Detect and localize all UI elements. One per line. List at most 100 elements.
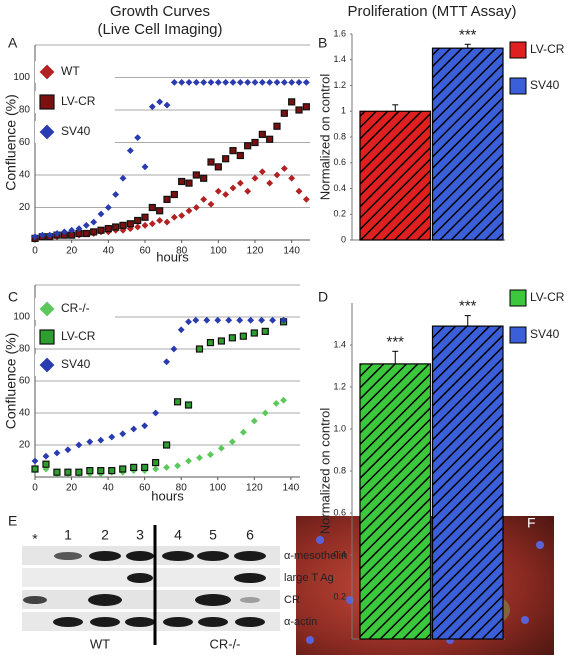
y-tick-label: 0.6 (333, 507, 346, 517)
point (42, 460, 50, 468)
point (126, 220, 134, 228)
y-axis-label: Confluence (%) (3, 333, 19, 430)
point (86, 438, 94, 446)
y-tick-label: 0.6 (333, 157, 346, 167)
point (196, 454, 203, 462)
point (104, 204, 112, 211)
point (64, 446, 72, 454)
point (156, 98, 164, 106)
point (222, 155, 230, 163)
point (280, 165, 288, 172)
point (134, 134, 142, 142)
point (170, 190, 178, 199)
band (235, 617, 265, 627)
point (162, 441, 171, 449)
error-bar (464, 315, 471, 327)
legend-bg (35, 354, 115, 376)
bar (359, 363, 432, 640)
point (112, 223, 120, 231)
point (119, 430, 127, 438)
legend-swatch (509, 289, 527, 307)
x-tick-label: 120 (246, 483, 263, 494)
chart-title: Growth Curves (110, 3, 210, 20)
chart-title: Proliferation (MTT Assay) (348, 3, 517, 20)
point (207, 78, 215, 86)
group-label: CR-/- (209, 636, 240, 651)
band (162, 551, 194, 561)
significance: *** (386, 333, 404, 350)
band (198, 617, 228, 627)
point (244, 78, 252, 86)
point (195, 345, 204, 353)
point (273, 122, 281, 130)
point (156, 217, 164, 224)
y-tick-label: 40 (19, 170, 31, 181)
point (229, 147, 237, 155)
point (295, 78, 303, 86)
legend-label: SV40 (530, 327, 560, 341)
point (302, 103, 310, 111)
point (134, 223, 142, 231)
point (170, 78, 178, 86)
x-tick-label: 60 (139, 246, 151, 257)
legend-bg (35, 121, 115, 143)
point (295, 106, 303, 114)
band (125, 617, 155, 627)
point (200, 78, 208, 86)
x-tick-label: 40 (103, 246, 115, 257)
significance: *** (459, 26, 477, 43)
point (192, 204, 200, 211)
y-tick-label: 20 (19, 202, 31, 213)
lane-label: 2 (101, 527, 109, 543)
legend-label: CR-/- (61, 301, 90, 315)
point (97, 210, 105, 218)
point (280, 109, 288, 117)
legend-marker (39, 301, 55, 317)
legend-swatch (509, 77, 527, 95)
point (185, 318, 192, 326)
blot: E (8, 513, 280, 645)
point (302, 195, 310, 203)
y-tick-label: 60 (19, 137, 31, 148)
y-tick-label: 1.2 (333, 381, 346, 391)
legend-marker (39, 329, 55, 345)
point (130, 425, 138, 433)
legend-label: WT (61, 64, 80, 78)
point (236, 78, 244, 86)
point (200, 195, 208, 203)
point (174, 462, 181, 470)
point (244, 187, 252, 195)
point (273, 78, 281, 86)
lane-label: 4 (174, 527, 182, 543)
point (250, 417, 258, 425)
lane-label: 6 (246, 527, 254, 543)
point (163, 101, 171, 109)
y-axis-label: Normalized on control (317, 74, 332, 201)
panel-label: E (8, 513, 17, 529)
y-tick-label: 80 (19, 105, 31, 116)
panel-label: F (527, 515, 536, 531)
chart-panel: D Normalized on control 0.2 0.4 0.6 0.8 1.0 1.2… (317, 289, 565, 640)
point (280, 396, 287, 404)
point (258, 78, 266, 86)
y-tick-label: 100 (13, 72, 30, 83)
point (192, 171, 200, 179)
point (53, 468, 61, 476)
point (295, 187, 303, 195)
point (214, 316, 222, 324)
point (53, 449, 61, 457)
y-tick-label: 1.6 (333, 28, 346, 38)
group-label: WT (90, 636, 110, 651)
point (134, 216, 142, 225)
point (207, 451, 214, 459)
y-tick-label: 1.2 (333, 80, 346, 90)
point (185, 78, 193, 86)
band (126, 551, 154, 561)
point (156, 207, 164, 215)
point (119, 221, 127, 229)
band (163, 617, 193, 627)
legend-marker (39, 64, 55, 80)
y-tick-label: 100 (13, 312, 30, 323)
lane-label: 1 (64, 527, 72, 543)
band (234, 551, 266, 561)
